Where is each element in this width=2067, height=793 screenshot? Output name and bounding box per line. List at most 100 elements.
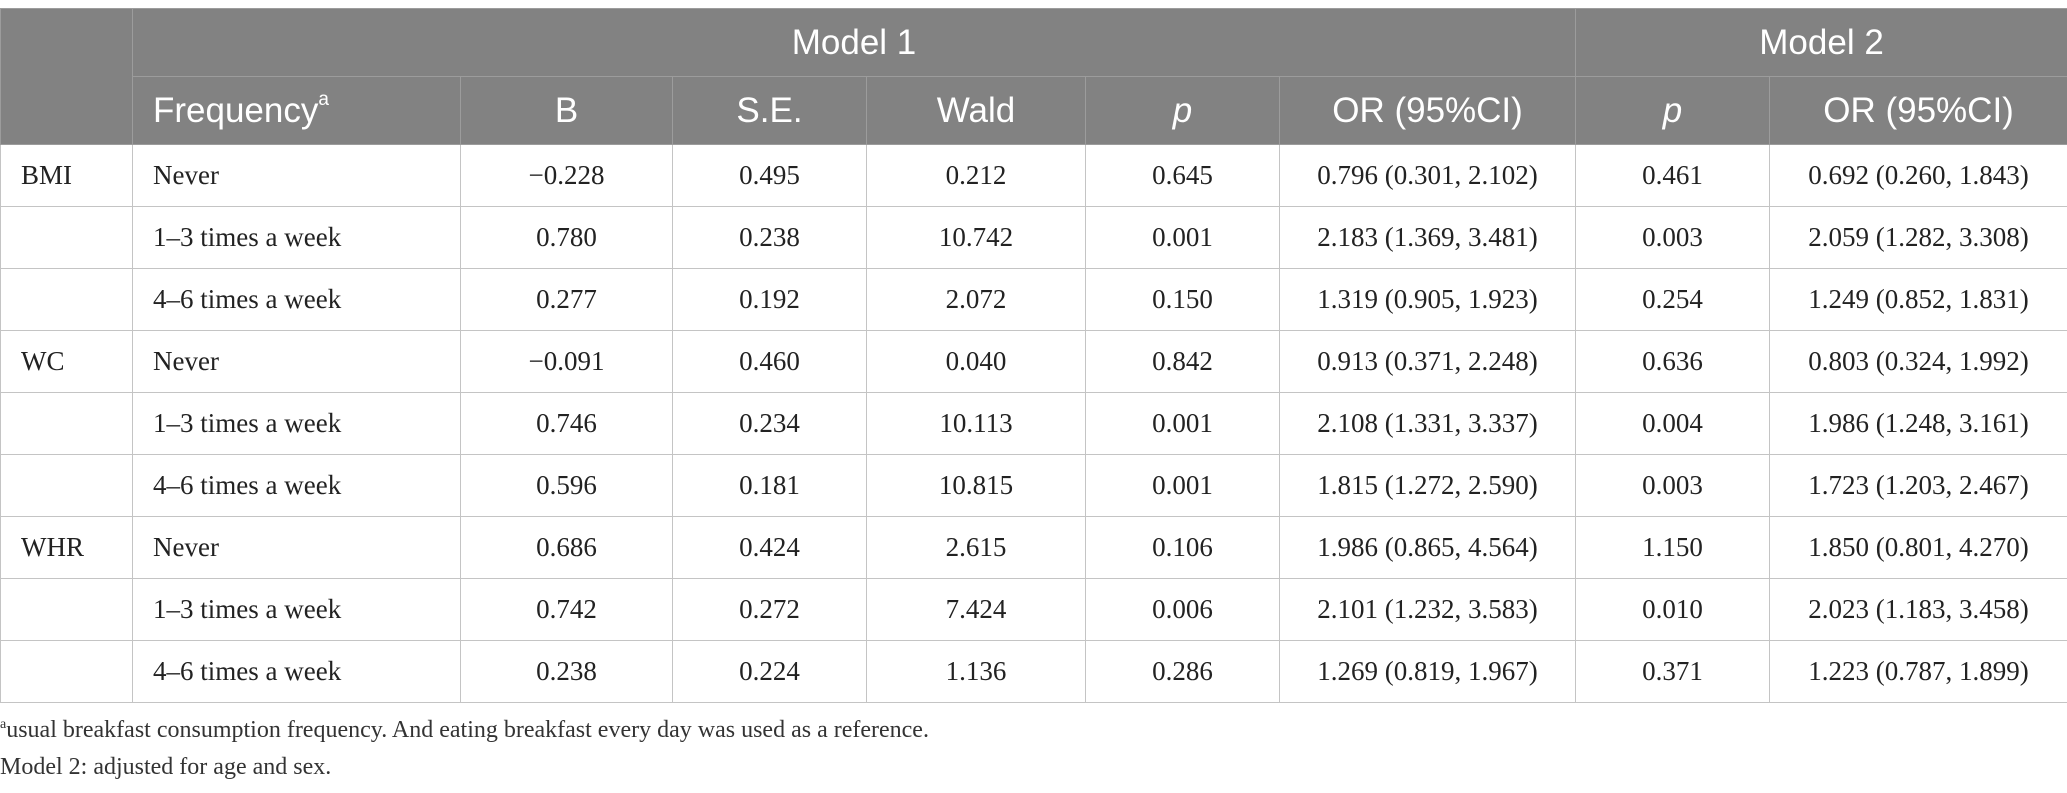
table-row: BMI Never −0.228 0.495 0.212 0.645 0.796 (0.30… [0,144,2067,207]
p-header: p [1085,76,1280,145]
se-cell: 0.424 [672,516,867,579]
or2-cell: 1.223 (0.787, 1.899) [1769,640,2067,703]
se-header: S.E. [672,76,867,145]
se-cell: 0.192 [672,268,867,331]
p2-cell: 0.004 [1575,392,1771,455]
footnote-a: ausual breakfast consumption frequency. … [0,712,929,749]
p2-cell: 0.254 [1575,268,1771,331]
header-row-models: Model 1 Model 2 [0,8,2067,145]
table-row: 4–6 times a week 0.238 0.224 1.136 0.286 1.26… [0,640,2067,703]
or-cell: 2.183 (1.369, 3.481) [1278,206,1577,269]
outcome-cell: WHR [0,516,133,579]
wald-cell: 10.815 [866,454,1086,517]
table-row: WHR Never 0.686 0.424 2.615 0.106 1.986 (0.865… [0,516,2067,579]
or2-cell: 1.850 (0.801, 4.270) [1769,516,2067,579]
frequency-cell: Never [132,330,461,393]
footnote-a-marker: a [0,717,7,732]
p2-cell: 0.003 [1575,454,1771,517]
outcome-cell [0,578,133,641]
or-cell: 2.101 (1.232, 3.583) [1278,578,1577,641]
se-cell: 0.272 [672,578,867,641]
frequency-cell: 4–6 times a week [132,268,461,331]
outcome-cell [0,392,133,455]
or-cell: 0.796 (0.301, 2.102) [1278,144,1577,207]
p-header-label: p [1172,90,1193,130]
p-cell: 0.001 [1085,392,1280,455]
se-cell: 0.224 [672,640,867,703]
p2-cell: 0.371 [1575,640,1771,703]
frequency-cell: 1–3 times a week [132,392,461,455]
se-cell: 0.495 [672,144,867,207]
or-cell: 1.269 (0.819, 1.967) [1278,640,1577,703]
wald-cell: 0.040 [866,330,1086,393]
wald-cell: 7.424 [866,578,1086,641]
or-cell: 1.319 (0.905, 1.923) [1278,268,1577,331]
wald-cell: 10.742 [866,206,1086,269]
table-row: 1–3 times a week 0.742 0.272 7.424 0.006 2.10… [0,578,2067,641]
wald-cell: 2.072 [866,268,1086,331]
b-cell: 0.780 [460,206,673,269]
or-cell: 0.913 (0.371, 2.248) [1278,330,1577,393]
or2-cell: 1.249 (0.852, 1.831) [1769,268,2067,331]
table-row: 4–6 times a week 0.277 0.192 2.072 0.150 1.31… [0,268,2067,331]
or-cell: 2.108 (1.331, 3.337) [1278,392,1577,455]
p-cell: 0.842 [1085,330,1280,393]
frequency-cell: Never [132,144,461,207]
p2-header: p [1575,76,1771,145]
or-cell: 1.986 (0.865, 4.564) [1278,516,1577,579]
results-table: Model 1 Model 2 Frequencya B S.E. Wald p… [0,8,2067,703]
frequency-header: Frequencya [132,76,461,145]
p-cell: 0.150 [1085,268,1280,331]
wald-cell: 0.212 [866,144,1086,207]
se-cell: 0.181 [672,454,867,517]
model1-header: Model 1 [131,8,1577,77]
p-cell: 0.645 [1085,144,1280,207]
wald-cell: 10.113 [866,392,1086,455]
outcome-cell [0,268,133,331]
or2-cell: 2.023 (1.183, 3.458) [1769,578,2067,641]
frequency-cell: 4–6 times a week [132,454,461,517]
or2-cell: 2.059 (1.282, 3.308) [1769,206,2067,269]
b-cell: 0.742 [460,578,673,641]
p2-cell: 0.010 [1575,578,1771,641]
wald-cell: 2.615 [866,516,1086,579]
footnote-model2: Model 2: adjusted for age and sex. [0,754,332,780]
se-cell: 0.234 [672,392,867,455]
outcome-cell [0,454,133,517]
or-cell: 1.815 (1.272, 2.590) [1278,454,1577,517]
or2-cell: 0.692 (0.260, 1.843) [1769,144,2067,207]
or2-cell: 1.723 (1.203, 2.467) [1769,454,2067,517]
b-cell: 0.686 [460,516,673,579]
or2-header: OR (95%CI) [1769,76,2067,145]
b-cell: 0.238 [460,640,673,703]
p2-cell: 1.150 [1575,516,1771,579]
frequency-cell: 1–3 times a week [132,578,461,641]
outcome-cell [0,206,133,269]
header-row-columns: Frequencya B S.E. Wald p OR (95%CI) p OR… [1,76,2067,145]
table-body: BMI Never −0.228 0.495 0.212 0.645 0.796 (0.30… [0,144,2067,703]
frequency-header-label: Frequency [153,90,319,130]
b-cell: −0.091 [460,330,673,393]
frequency-cell: 1–3 times a week [132,206,461,269]
p-cell: 0.001 [1085,454,1280,517]
footnote-a-text: usual breakfast consumption frequency. A… [6,717,929,743]
outcome-cell: BMI [0,144,133,207]
frequency-cell: 4–6 times a week [132,640,461,703]
table-row: WC Never −0.091 0.460 0.040 0.842 0.913 (0.371… [0,330,2067,393]
se-cell: 0.238 [672,206,867,269]
p2-header-label: p [1662,90,1683,130]
b-cell: 0.596 [460,454,673,517]
model2-header: Model 2 [1575,8,2067,77]
p-cell: 0.001 [1085,206,1280,269]
p-cell: 0.106 [1085,516,1280,579]
b-header: B [460,76,673,145]
header-corner-cell [0,8,133,145]
p2-cell: 0.636 [1575,330,1771,393]
table-header: Model 1 Model 2 Frequencya B S.E. Wald p… [0,8,2067,145]
p-cell: 0.006 [1085,578,1280,641]
or2-cell: 1.986 (1.248, 3.161) [1769,392,2067,455]
outcome-cell [0,640,133,703]
table-row: 4–6 times a week 0.596 0.181 10.815 0.001 1.8… [0,454,2067,517]
b-cell: −0.228 [460,144,673,207]
table-row: 1–3 times a week 0.780 0.238 10.742 0.001 2.1… [0,206,2067,269]
